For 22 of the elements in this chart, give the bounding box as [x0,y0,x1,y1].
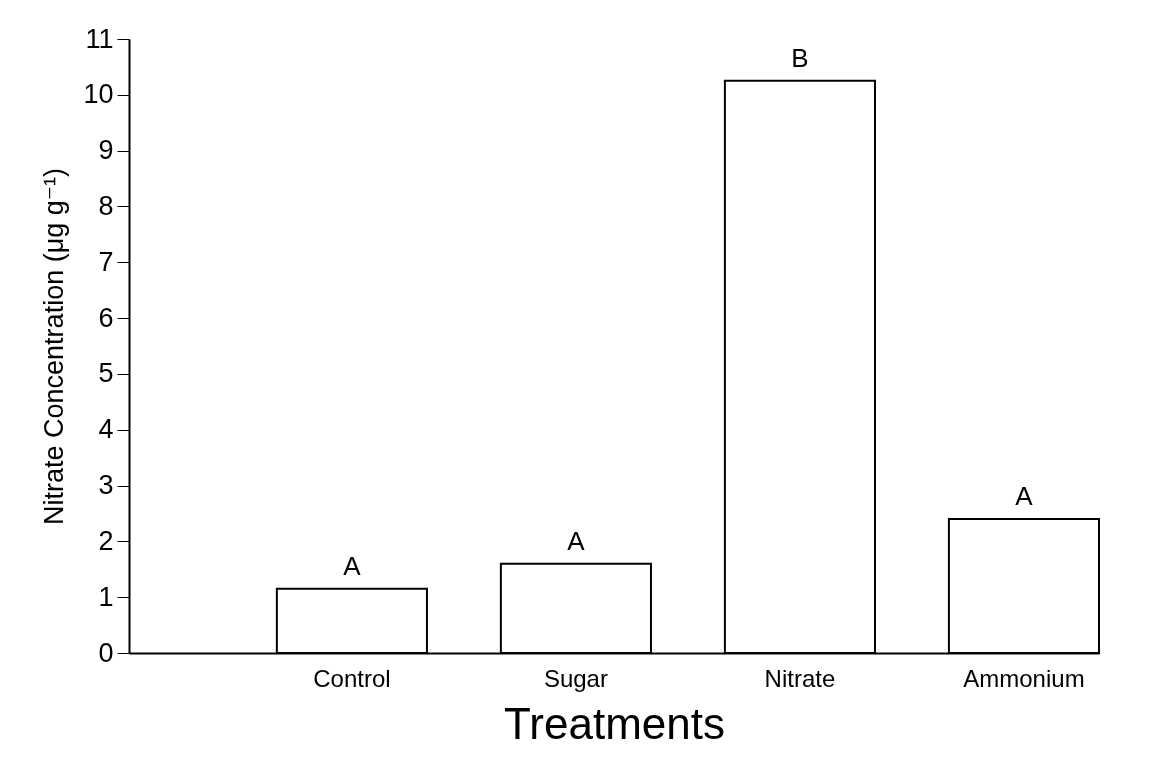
annotation: A [343,550,362,581]
x-axis-title: Treatments [504,698,725,748]
y-tick-label: 4 [98,414,114,445]
y-tick-label: 6 [98,302,114,333]
y-tick-label: 9 [98,135,114,166]
annotation: A [567,525,586,556]
x-tick-label: Control [313,664,391,692]
x-tick-label: Ammonium [963,664,1085,692]
y-axis-title: Nitrate Concentration (μg g⁻¹) [39,168,70,525]
y-tick-label: 7 [98,246,114,277]
y-tick-label: 11 [85,23,114,54]
y-tick-label: 5 [98,358,114,389]
y-tick-label: 2 [98,525,114,556]
y-tick-label: 0 [98,637,114,668]
y-tick-label: 1 [98,581,114,612]
y-tick-label: 10 [83,79,114,110]
y-tick-label: 8 [98,190,114,221]
x-tick-label: Sugar [543,664,608,692]
x-tick-label: Nitrate [764,664,836,692]
annotation: B [791,42,809,73]
y-tick-label: 3 [98,470,114,501]
annotation: A [1015,481,1034,512]
